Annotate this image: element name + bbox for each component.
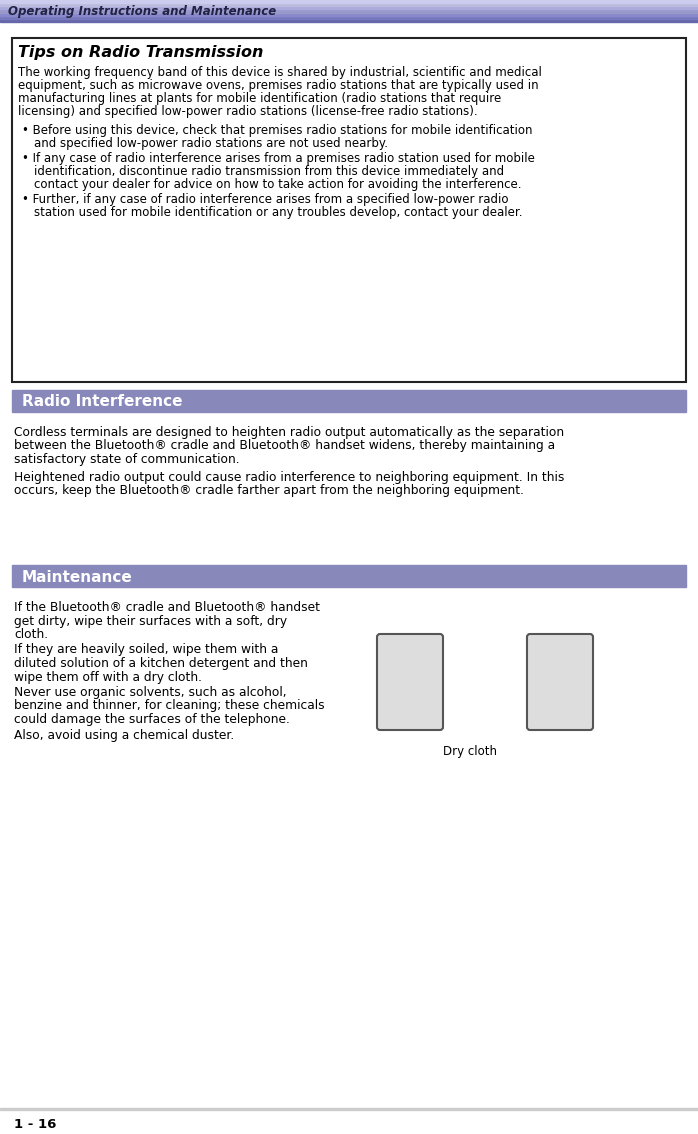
Text: contact your dealer for advice on how to take action for avoiding the interferen: contact your dealer for advice on how to… [34, 178, 521, 191]
Bar [0, 9, 698, 12]
Bar [0, 18, 698, 22]
Bar [12, 390, 686, 412]
Text: identification, discontinue radio transmission from this device immediately and: identification, discontinue radio transm… [34, 166, 504, 178]
Text: Never use organic solvents, such as alcohol,: Never use organic solvents, such as alco… [14, 686, 287, 699]
Text: If the Bluetooth® cradle and Bluetooth® handset: If the Bluetooth® cradle and Bluetooth® … [14, 601, 320, 613]
Bar [0, 6, 698, 9]
Text: satisfactory state of communication.: satisfactory state of communication. [14, 452, 239, 466]
Bar [0, 12, 698, 16]
Text: benzine and thinner, for cleaning; these chemicals: benzine and thinner, for cleaning; these… [14, 700, 325, 712]
Text: Maintenance: Maintenance [22, 569, 133, 584]
Bar [12, 565, 686, 587]
Text: could damage the surfaces of the telephone.: could damage the surfaces of the telepho… [14, 713, 290, 726]
FancyBboxPatch shape [527, 634, 593, 730]
Text: • If any case of radio interference arises from a premises radio station used fo: • If any case of radio interference aris… [22, 152, 535, 166]
Text: equipment, such as microwave ovens, premises radio stations that are typically u: equipment, such as microwave ovens, prem… [18, 79, 539, 92]
Text: Heightened radio output could cause radio interference to neighboring equipment.: Heightened radio output could cause radi… [14, 471, 565, 483]
Bar [0, 0, 698, 3]
Bar [0, 15, 698, 19]
Text: manufacturing lines at plants for mobile identification (radio stations that req: manufacturing lines at plants for mobile… [18, 92, 501, 105]
Text: cloth.: cloth. [14, 628, 48, 641]
Text: diluted solution of a kitchen detergent and then: diluted solution of a kitchen detergent … [14, 657, 308, 670]
Text: The working frequency band of this device is shared by industrial, scientific an: The working frequency band of this devic… [18, 66, 542, 79]
Text: between the Bluetooth® cradle and Bluetooth® handset widens, thereby maintaining: between the Bluetooth® cradle and Blueto… [14, 440, 555, 452]
Bar [12, 39, 686, 382]
Text: get dirty, wipe their surfaces with a soft, dry: get dirty, wipe their surfaces with a so… [14, 615, 287, 627]
Text: occurs, keep the Bluetooth® cradle farther apart from the neighboring equipment.: occurs, keep the Bluetooth® cradle farth… [14, 484, 524, 497]
Text: Operating Instructions and Maintenance: Operating Instructions and Maintenance [8, 5, 276, 17]
Text: Tips on Radio Transmission: Tips on Radio Transmission [18, 45, 263, 60]
FancyBboxPatch shape [377, 634, 443, 730]
Text: Also, avoid using a chemical duster.: Also, avoid using a chemical duster. [14, 728, 235, 742]
Text: Cordless terminals are designed to heighten radio output automatically as the se: Cordless terminals are designed to heigh… [14, 426, 564, 439]
Text: station used for mobile identification or any troubles develop, contact your dea: station used for mobile identification o… [34, 206, 523, 219]
Text: Dry cloth: Dry cloth [443, 745, 497, 758]
Text: If they are heavily soiled, wipe them with a: If they are heavily soiled, wipe them wi… [14, 643, 279, 657]
Text: 1 - 16: 1 - 16 [14, 1118, 57, 1132]
Text: Radio Interference: Radio Interference [22, 395, 182, 409]
Text: • Before using this device, check that premises radio stations for mobile identi: • Before using this device, check that p… [22, 124, 533, 137]
Text: licensing) and specified low-power radio stations (license-free radio stations).: licensing) and specified low-power radio… [18, 105, 477, 118]
Text: and specified low-power radio stations are not used nearby.: and specified low-power radio stations a… [34, 137, 388, 150]
Text: wipe them off with a dry cloth.: wipe them off with a dry cloth. [14, 670, 202, 684]
Bar [0, 1108, 698, 1110]
Text: • Further, if any case of radio interference arises from a specified low-power r: • Further, if any case of radio interfer… [22, 193, 509, 206]
Bar [0, 2, 698, 7]
